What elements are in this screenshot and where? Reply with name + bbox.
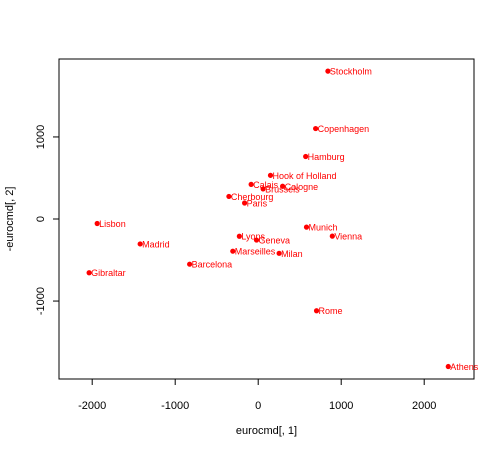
point-label: Brussels: [265, 184, 300, 194]
y-axis: -1000 0 1000: [35, 125, 59, 315]
point-label: Marseilles: [235, 247, 276, 257]
data-point: [280, 183, 286, 189]
data-point: [276, 250, 282, 256]
data-point: [137, 241, 143, 247]
data-point: [187, 261, 193, 267]
data-point: [230, 248, 236, 254]
data-point: [303, 224, 310, 230]
data-point: [329, 233, 335, 239]
data-point: [94, 220, 100, 227]
x-tick-label: 2000: [412, 400, 436, 412]
y-tick-label: 0: [35, 216, 47, 222]
x-axis-title: eurocmd[, 1]: [236, 425, 297, 437]
point-label: Calais: [253, 180, 279, 190]
data-point: [267, 172, 274, 178]
point-label: Stockholm: [330, 67, 372, 77]
data-point: [313, 125, 319, 132]
point-label: Madrid: [142, 239, 170, 249]
point-label: Hook of Holland: [272, 171, 336, 181]
point-label: Milan: [281, 249, 303, 259]
point-label: Lyons: [241, 232, 265, 242]
point-label: Munich: [309, 223, 338, 233]
data-point: [86, 270, 92, 276]
point-label: Cherbourg: [231, 192, 274, 202]
data-points: [86, 68, 451, 370]
data-point: [248, 181, 254, 187]
data-point: [241, 200, 248, 206]
x-tick-label: -2000: [78, 400, 106, 412]
x-tick-label: -1000: [161, 400, 189, 412]
data-point: [236, 233, 242, 239]
x-tick-label: 1000: [329, 400, 353, 412]
x-tick-label: 0: [255, 400, 261, 412]
y-axis-title: -eurocmd[, 2]: [4, 187, 16, 252]
point-label: Gibraltar: [91, 268, 126, 278]
point-label: Cologne: [285, 182, 319, 192]
data-point: [260, 186, 266, 192]
data-point: [325, 68, 331, 74]
x-axis: -2000 -1000 0 1000 2000: [78, 379, 436, 412]
data-point: [226, 193, 232, 200]
point-label: Hamburg: [308, 152, 345, 162]
point-label: Paris: [247, 199, 268, 209]
data-point: [303, 153, 309, 160]
point-label: Lisbon: [99, 219, 126, 229]
y-tick-label: -1000: [35, 287, 47, 315]
y-tick-label: 1000: [35, 125, 47, 149]
data-point: [445, 363, 451, 370]
data-point: [253, 237, 260, 243]
point-label: Rome: [319, 306, 343, 316]
point-label: Vienna: [334, 232, 362, 242]
point-label: Barcelona: [192, 260, 233, 270]
point-label: Athens: [450, 362, 479, 372]
point-label: Geneva: [259, 236, 291, 246]
data-point: [313, 308, 320, 314]
point-label: Copenhagen: [318, 124, 370, 134]
